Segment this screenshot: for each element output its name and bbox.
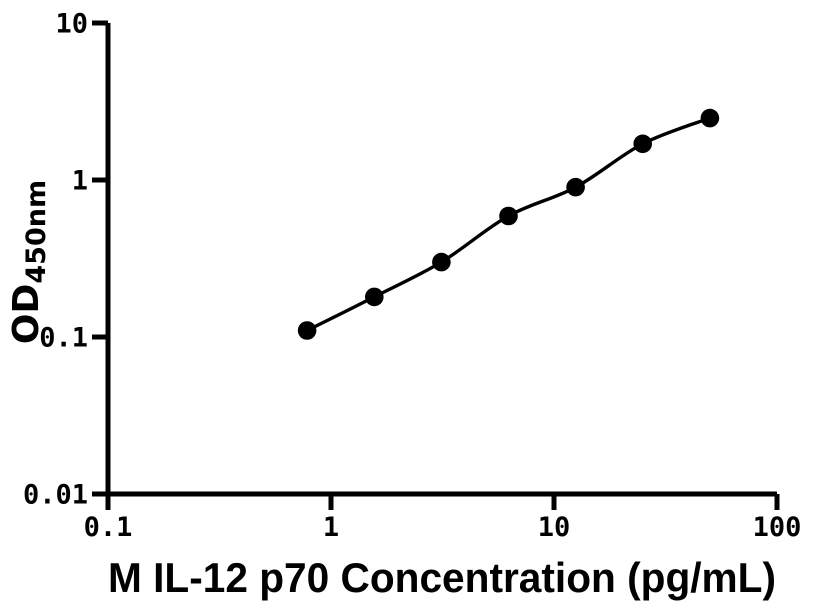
y-axis-title: OD450nm xyxy=(6,180,52,344)
x-tick-label: 0.1 xyxy=(84,512,133,543)
y-axis-title-main: OD xyxy=(6,284,47,345)
x-tick-label: 10 xyxy=(538,512,571,543)
y-tick-label: 0.01 xyxy=(23,480,88,511)
data-point xyxy=(700,108,720,128)
data-point xyxy=(297,321,317,340)
data-point xyxy=(432,252,451,272)
x-axis-title: M IL-12 p70 Concentration (pg/mL) xyxy=(108,554,776,601)
y-tick-label: 10 xyxy=(55,9,88,40)
y-tick-label: 0.1 xyxy=(39,323,88,354)
x-tick-label: 100 xyxy=(753,512,802,543)
series-layer xyxy=(297,108,720,340)
y-axis-title-subscript: 450nm xyxy=(21,180,52,284)
data-point xyxy=(566,177,585,197)
data-point xyxy=(499,206,518,226)
x-tick-label: 1 xyxy=(323,512,339,543)
data-point xyxy=(633,134,652,154)
data-point xyxy=(365,287,384,307)
y-tick-label: 1 xyxy=(72,166,88,197)
